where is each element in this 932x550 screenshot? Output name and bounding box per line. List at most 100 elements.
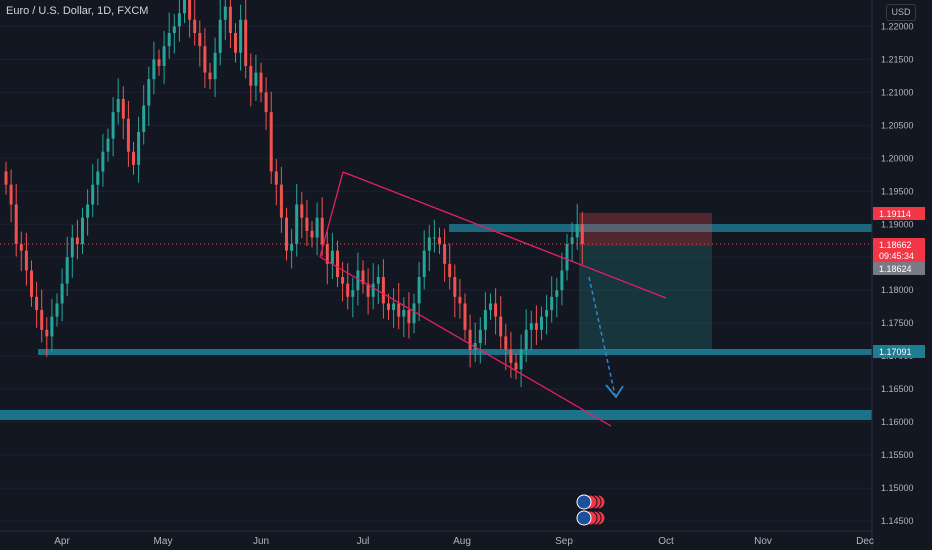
candle-body: [45, 329, 49, 337]
candle-body: [111, 112, 115, 139]
previous-close-tag[interactable]: [873, 262, 925, 275]
y-tick-label: 1.19500: [881, 186, 914, 196]
event-markers[interactable]: [576, 494, 606, 526]
y-tick-label: 1.20500: [881, 120, 914, 130]
candle-body: [448, 263, 452, 278]
resistance-tag-text: 1.19114: [879, 209, 911, 219]
x-tick-label: Sep: [555, 536, 573, 547]
us-flag-event-icon[interactable]: [576, 494, 592, 510]
candle-body: [269, 112, 273, 172]
candle-body: [397, 303, 401, 317]
stop-loss-zone[interactable]: [579, 213, 712, 246]
candle-body: [188, 0, 192, 20]
x-tick-label: May: [154, 536, 173, 547]
candle-body: [351, 290, 355, 297]
countdown-text: 09:45:34: [879, 251, 914, 261]
price-tags: 1.19114 1.18662 09:45:34 1.18624 1.17091: [873, 207, 925, 358]
x-axis-labels[interactable]: Apr May Jun Jul Aug Sep Oct Nov Dec: [54, 536, 874, 547]
lower-support-zone[interactable]: [0, 410, 872, 420]
candle-body: [330, 250, 334, 264]
projection-arrow-line[interactable]: [588, 276, 616, 396]
take-profit-zone[interactable]: [579, 246, 712, 350]
eu-flag-event-icon[interactable]: [576, 510, 592, 526]
candle-body: [96, 171, 100, 185]
candle-body: [402, 310, 406, 317]
candle-body: [290, 244, 294, 251]
candle-body: [392, 303, 396, 311]
candle-body: [249, 65, 253, 86]
candle-body: [157, 59, 161, 66]
candle-body: [40, 310, 44, 330]
candle-body: [218, 19, 222, 53]
x-tick-label: Nov: [754, 536, 772, 547]
candle-body: [560, 270, 564, 291]
candle-body: [336, 250, 339, 278]
currency-button[interactable]: USD: [886, 4, 916, 21]
candle-body: [381, 277, 385, 304]
support-tag[interactable]: [873, 345, 925, 358]
candle-body: [580, 224, 584, 245]
symbol-title[interactable]: Euro / U.S. Dollar, 1D, FXCM: [6, 5, 149, 17]
candle-body: [407, 310, 411, 324]
y-tick-label: 1.19000: [881, 219, 914, 229]
candle-body: [443, 244, 447, 264]
resistance-zone[interactable]: [449, 224, 872, 232]
x-tick-label: Apr: [54, 536, 70, 547]
resistance-tag[interactable]: [873, 207, 925, 220]
candle-body: [223, 6, 227, 20]
y-tick-label: 1.15000: [881, 483, 914, 493]
candle-body: [494, 303, 498, 317]
candle-body: [254, 72, 258, 86]
candle-body: [519, 349, 523, 370]
candle-body: [509, 349, 513, 363]
y-tick-label: 1.17500: [881, 318, 914, 328]
current-price-tag[interactable]: [873, 238, 925, 262]
candle-body: [432, 237, 436, 239]
candle-body: [264, 92, 268, 113]
drawings: [0, 171, 872, 427]
y-tick-label: 1.15500: [881, 450, 914, 460]
y-tick-label: 1.14500: [881, 516, 914, 526]
x-tick-label: Oct: [658, 536, 674, 547]
candle-body: [4, 171, 8, 185]
candle-body: [24, 250, 28, 271]
support-line-zone[interactable]: [38, 349, 872, 355]
candle-body: [356, 270, 360, 291]
candle-body: [121, 98, 125, 119]
y-tick-label: 1.16000: [881, 417, 914, 427]
y-tick-label: 1.20000: [881, 153, 914, 163]
candle-body: [14, 204, 18, 245]
candle-body: [50, 316, 54, 337]
candle-body: [162, 46, 166, 66]
candle-body: [213, 52, 217, 80]
y-tick-label: 1.18000: [881, 285, 914, 295]
candle-body: [177, 13, 181, 27]
candle-body: [366, 283, 370, 297]
candle-body: [35, 296, 39, 311]
candle-body: [376, 277, 380, 284]
candles: [4, 0, 584, 388]
candle-body: [489, 303, 492, 311]
candle-body: [305, 217, 309, 231]
candle-body: [239, 19, 243, 53]
candle-body: [208, 72, 212, 80]
x-tick-label: Jul: [357, 536, 370, 547]
channel-lower-line[interactable]: [319, 256, 612, 427]
candle-body: [514, 362, 518, 370]
candle-body: [463, 303, 467, 330]
candle-body: [417, 277, 421, 304]
channel-left-edge[interactable]: [319, 171, 344, 258]
candle-body: [147, 79, 151, 106]
candle-body: [534, 323, 538, 330]
candle-body: [101, 151, 105, 172]
candle-body: [203, 46, 207, 73]
candle-body: [346, 283, 350, 297]
candle-body: [91, 184, 95, 205]
candle-body: [504, 336, 508, 350]
candle-body: [167, 32, 171, 47]
channel-upper-line[interactable]: [342, 171, 667, 299]
candle-body: [70, 237, 74, 258]
candle-body: [412, 303, 416, 324]
candle-body: [193, 19, 197, 33]
